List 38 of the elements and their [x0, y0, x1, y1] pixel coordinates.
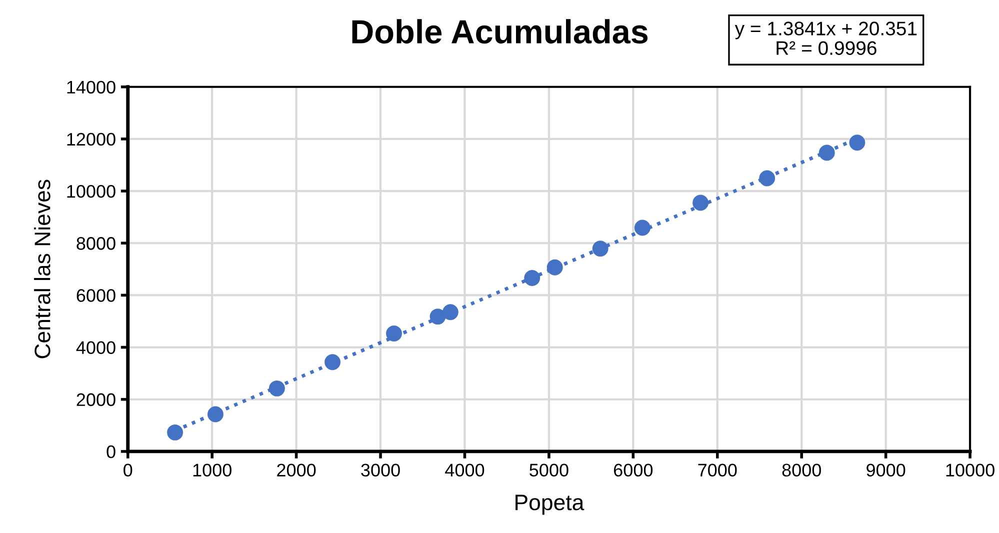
- point: [546, 259, 563, 276]
- y-tick-label: 14000: [67, 80, 116, 94]
- y-tick-label: 4000: [76, 341, 116, 354]
- x-tick-label: 3000: [361, 464, 400, 477]
- x-tick-label: 10000: [946, 464, 994, 477]
- y-tick-label: 12000: [67, 132, 116, 146]
- point: [442, 304, 458, 320]
- point: [430, 308, 446, 325]
- text: y = 1.3841x + 20.351 R² = 0.9996: [734, 22, 917, 55]
- x-tick-label: 6000: [614, 464, 653, 477]
- point: [386, 326, 402, 342]
- x-tick-label: 4000: [445, 464, 484, 477]
- x-tick-label: 8000: [782, 464, 821, 477]
- y-axis-title: Central las Nieves: [34, 180, 50, 358]
- point: [692, 194, 709, 211]
- point: [818, 144, 835, 161]
- point: [268, 380, 285, 396]
- chart-title: Doble Acumuladas: [352, 19, 648, 44]
- x-tick-label: 0: [124, 464, 132, 477]
- point: [592, 240, 608, 257]
- point: [167, 424, 184, 440]
- x-tick-label: 5000: [530, 464, 568, 477]
- y-tick-label: 10000: [67, 184, 116, 198]
- y-tick-label: 2000: [76, 393, 116, 406]
- point: [849, 134, 866, 151]
- y-tick-label: 8000: [76, 237, 116, 250]
- point: [207, 406, 224, 422]
- x-tick-label: 1000: [193, 464, 232, 477]
- y-tick-label: 6000: [76, 289, 116, 302]
- point: [324, 354, 340, 370]
- x-tick-label: 2000: [277, 464, 316, 477]
- point: [634, 220, 650, 236]
- x-axis-title: Popeta: [516, 494, 584, 515]
- point: [759, 170, 776, 186]
- point: [524, 270, 540, 286]
- x-tick-label: 7000: [698, 464, 737, 477]
- x-tick-label: 9000: [866, 464, 906, 477]
- y-tick-label: 0: [106, 445, 116, 458]
